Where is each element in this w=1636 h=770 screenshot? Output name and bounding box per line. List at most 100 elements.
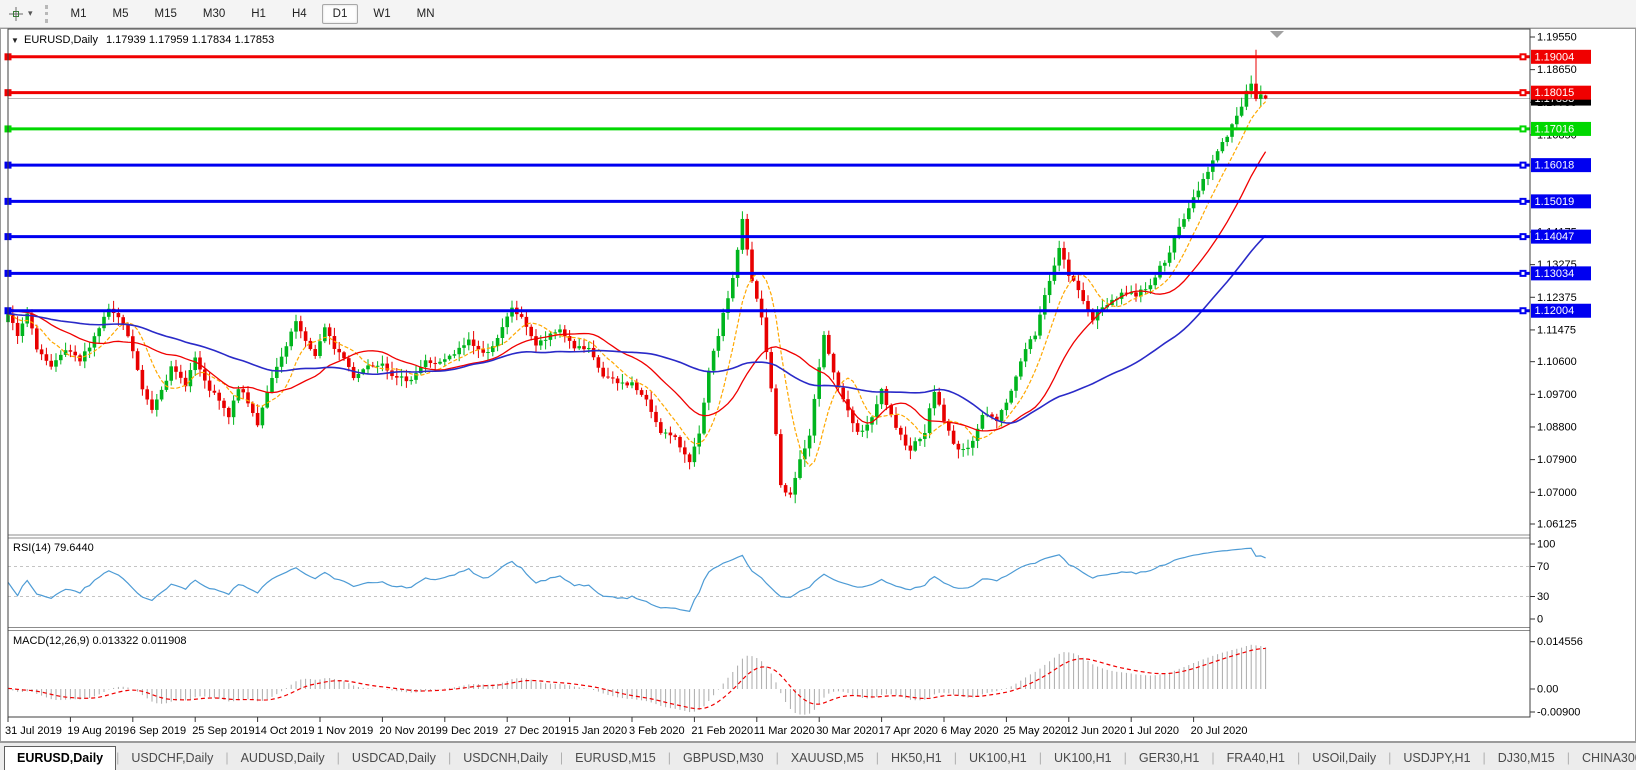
date-tick-label: 14 Oct 2019 (255, 725, 315, 737)
candle-body (236, 389, 241, 401)
timeframe-button-group: M1 M5 M15 M30 H1 H4 D1 W1 MN (58, 3, 448, 24)
price-scale: 1.195501.186501.177501.168501.141751.132… (1530, 32, 1591, 531)
chart-collapse-icon[interactable]: ▼ (11, 36, 19, 45)
candle-body (908, 445, 913, 451)
crosshair-tool-icon[interactable] (6, 5, 26, 23)
candle-body (361, 369, 365, 374)
chart-tab-uk100-h1[interactable]: UK100,H1 (969, 751, 1027, 765)
candle-body (59, 354, 63, 361)
level-price-box-label: 1.17016 (1535, 123, 1575, 135)
candle-body (764, 317, 769, 353)
candle-body (659, 422, 663, 433)
candle-body (452, 354, 457, 356)
candle-body (879, 388, 884, 405)
timeframe-button-h4[interactable]: H4 (291, 7, 307, 20)
candle-body (875, 404, 879, 418)
candle-body (1076, 280, 1081, 291)
candle-body (519, 314, 524, 317)
candle-body (961, 449, 965, 451)
date-tick-label: 20 Nov 2019 (379, 725, 441, 737)
candle-body (860, 430, 865, 432)
candle-body (1033, 335, 1037, 340)
candle-body (851, 410, 855, 424)
candle-body (620, 382, 625, 384)
candle-body (390, 370, 394, 377)
chart-tab-uk100-h1[interactable]: UK100,H1 (1053, 751, 1112, 765)
timeframe-button-h1[interactable]: H1 (251, 7, 266, 20)
candle-body (212, 390, 217, 393)
chart-tab-fra40-h1[interactable]: FRA40,H1 (1226, 751, 1285, 765)
candle-body (68, 350, 73, 352)
date-axis[interactable]: 31 Jul 2019 19 Aug 2019 6 Sep 2019 25 Sep 2… (5, 717, 1247, 737)
chart-tab-hk50-h1[interactable]: HK50,H1 (891, 751, 942, 765)
candle-body (731, 278, 735, 299)
chart-tab-usdcnh-daily[interactable]: USDCNH,Daily (463, 751, 548, 765)
candle-body (1196, 190, 1201, 198)
candle-body (443, 359, 447, 362)
date-tick-label: 17 Apr 2020 (879, 725, 938, 737)
chart-tab-usdchf-daily[interactable]: USDCHF,Daily (131, 751, 214, 765)
candle-body (371, 365, 375, 367)
timeframe-button-m5[interactable]: M5 (112, 7, 129, 20)
timeframe-button-mn[interactable]: MN (416, 7, 435, 20)
line-handle-center-dot (1521, 199, 1525, 203)
timeframe-button-d1[interactable]: D1 (321, 3, 359, 24)
timeframe-button-m1[interactable]: M1 (70, 7, 87, 20)
level-price-box-label: 1.14047 (1535, 231, 1575, 243)
candlestick-series (6, 49, 1268, 504)
chart-window[interactable]: 1.195501.186501.177501.168501.141751.132… (0, 28, 1636, 742)
candle-body (179, 371, 183, 378)
candle-body (183, 377, 188, 387)
rsi-scale-label: 30 (1537, 591, 1549, 603)
timeframe-button-m30[interactable]: M30 (202, 7, 226, 20)
candle-body (995, 416, 999, 422)
chart-tab-eurusd-daily[interactable]: EURUSD,Daily (4, 746, 117, 770)
toolbar-dropdown-arrow-icon[interactable]: ▾ (28, 8, 33, 18)
chart-tab-usdjpy-h1[interactable]: USDJPY,H1 (1403, 751, 1471, 765)
candle-body (812, 398, 817, 436)
candle-body (1249, 83, 1253, 91)
candle-body (1230, 124, 1234, 137)
rsi-line (7, 547, 1266, 612)
candle-body (275, 366, 279, 378)
chart-tab-ger30-h1[interactable]: GER30,H1 (1138, 751, 1200, 765)
macd-histogram (7, 644, 1267, 715)
chart-tab-audusd-daily[interactable]: AUDUSD,Daily (240, 751, 325, 765)
candle-body (15, 322, 20, 336)
date-tick-label: 20 Jul 2020 (1191, 725, 1248, 737)
chart-tab-eurusd-m15[interactable]: EURUSD,M15 (575, 751, 656, 765)
candle-body (495, 338, 500, 347)
chart-tab-gbpusd-m30[interactable]: GBPUSD,M30 (683, 751, 764, 765)
candle-body (793, 477, 797, 495)
candle-body (323, 327, 327, 342)
candle-body (836, 372, 841, 388)
timeframe-button-m15[interactable]: M15 (154, 7, 177, 20)
chart-tab-xauusd-m5[interactable]: XAUUSD,M5 (790, 751, 864, 765)
candle-body (1091, 311, 1095, 321)
candle-body (332, 336, 337, 349)
chart-tab-usoil-daily[interactable]: USOil,Daily (1312, 751, 1377, 765)
tab-separator: | (1038, 751, 1042, 765)
candle-body (855, 423, 860, 432)
level-price-box (1531, 121, 1591, 136)
candle-body (222, 400, 226, 408)
chart-tab-dj30-m15[interactable]: DJ30,M15 (1497, 751, 1555, 765)
macd-label: MACD(12,26,9) 0.013322 0.011908 (13, 635, 186, 647)
candle-body (231, 400, 236, 418)
candle-body (870, 417, 874, 425)
chart-tab-china300-h4[interactable]: CHINA300,H4 (1582, 751, 1636, 765)
timeframe-button-w1[interactable]: W1 (373, 7, 391, 20)
candle-body (342, 352, 346, 359)
candle-body (30, 313, 34, 329)
candle-body (899, 427, 903, 435)
chart-tab-usdcad-daily[interactable]: USDCAD,Daily (351, 751, 436, 765)
candle-body (1206, 171, 1210, 179)
macd-scale-label: -0.00900 (1537, 707, 1580, 719)
toolbar-grip-handle[interactable] (44, 4, 48, 23)
candle-body (759, 298, 764, 318)
autoscroll-triangle-icon[interactable] (1270, 31, 1284, 38)
date-tick-label: 25 Sep 2019 (192, 725, 254, 737)
candle-body (11, 313, 15, 323)
candle-body (35, 328, 39, 350)
plot-border (7, 28, 1531, 718)
